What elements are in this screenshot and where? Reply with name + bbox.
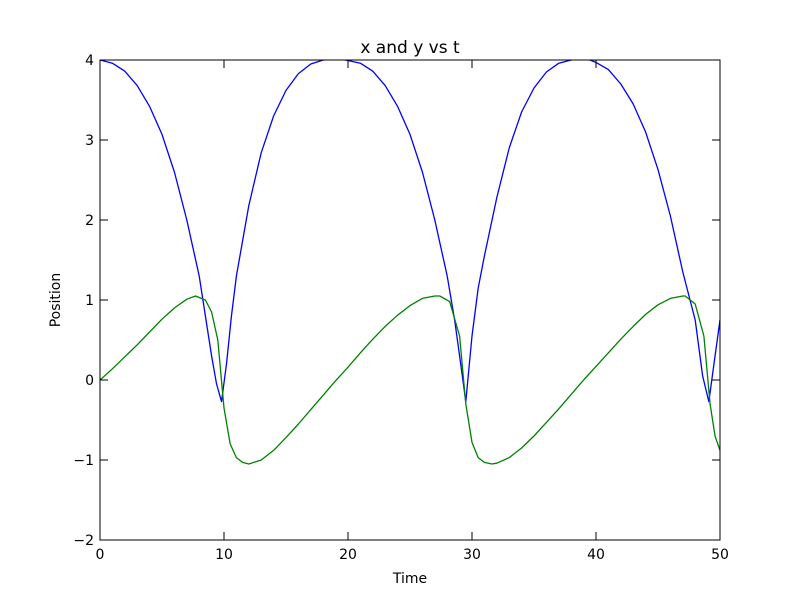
- series-line-2: [100, 295, 720, 465]
- y-tick-label: 0: [85, 373, 94, 389]
- y-tick-label: 1: [85, 293, 94, 309]
- y-tick-label: −1: [73, 453, 94, 469]
- x-tick-label: 40: [587, 547, 605, 563]
- x-tick-label: 50: [711, 547, 729, 563]
- y-tick-label: −2: [73, 533, 94, 549]
- y-tick-label: 3: [85, 133, 94, 149]
- y-axis-label: Position: [48, 273, 64, 328]
- series-line-1: [100, 60, 720, 403]
- plot-frame: [99, 59, 721, 541]
- y-tick-label: 4: [85, 53, 94, 69]
- x-tick-label: 0: [96, 547, 105, 563]
- x-tick-label: 10: [215, 547, 233, 563]
- x-tick-label: 20: [339, 547, 357, 563]
- y-tick-label: 2: [85, 213, 94, 229]
- x-axis-label: Time: [392, 571, 427, 587]
- chart-title: x and y vs t: [360, 38, 460, 58]
- x-tick-label: 30: [463, 547, 481, 563]
